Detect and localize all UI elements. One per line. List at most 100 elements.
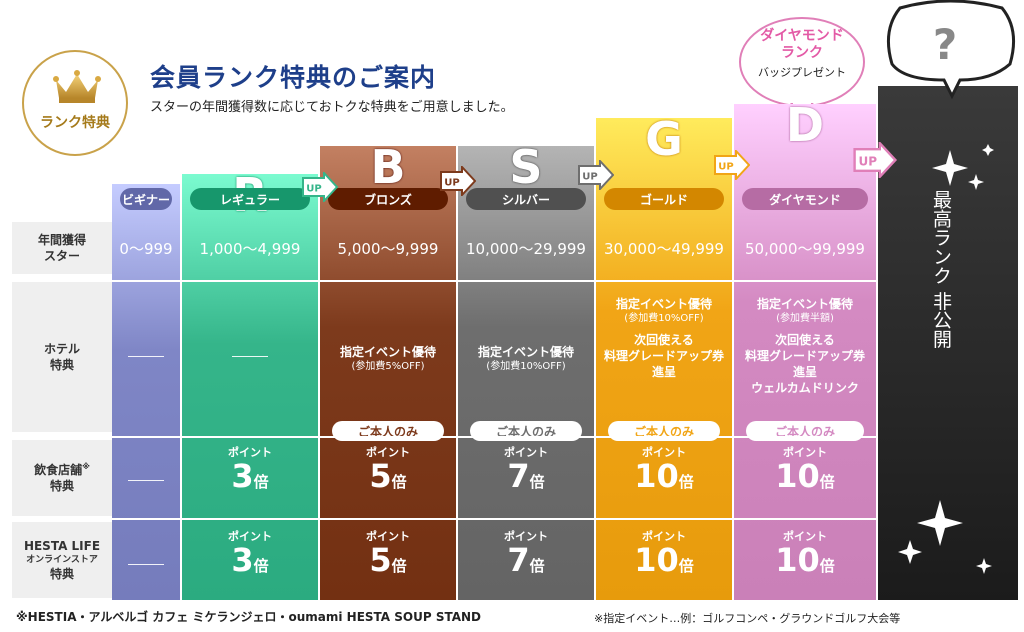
crown-icon <box>53 70 101 103</box>
restaurant-points-bronze: ポイント 5倍 <box>320 444 456 492</box>
only-you-tag-silver: ご本人のみ <box>470 421 582 441</box>
rank-column-regular <box>182 174 318 600</box>
online-none-beginner <box>128 564 164 565</box>
rank-pill-diamond: ダイヤモンド <box>742 188 868 210</box>
points-multiplier: 10 <box>634 541 679 579</box>
up-arrow-icon: UP <box>578 160 614 190</box>
up-label: UP <box>582 172 597 183</box>
online-points-diamond: ポイント 10倍 <box>734 528 876 576</box>
footer-note-restaurants: ※HESTIA・アルベルゴ カフェ ミケランジェロ・oumami HESTA S… <box>16 610 482 624</box>
points-label: ポイント <box>366 446 410 459</box>
question-mark: ? <box>932 20 958 69</box>
row-header-restaurant-line1: 飲食店舗※ <box>34 462 90 478</box>
hotel-benefit-silver: 指定イベント優待 (参加費10%OFF) <box>458 344 594 374</box>
rank-letter-bronze: B <box>370 140 406 194</box>
points-unit: 倍 <box>253 473 269 491</box>
badge-label: ランク特典 <box>40 115 110 131</box>
up-label: UP <box>306 184 321 195</box>
rank-pill-silver: シルバー <box>466 188 586 210</box>
row-header-stars-label: 年間獲得 スター <box>37 232 86 263</box>
row-header-hotel: ホテル 特典 <box>12 282 112 432</box>
online-points-regular: ポイント 3倍 <box>182 528 318 576</box>
hotel-benefit-extra3: 進呈 <box>792 365 817 380</box>
points-label: ポイント <box>642 446 686 459</box>
row-header-stars: 年間獲得 スター <box>12 222 112 274</box>
hotel-benefit-main: 指定イベント優待 <box>477 345 574 359</box>
row-header-online-line3: 特典 <box>49 567 74 582</box>
points-multiplier: 7 <box>507 457 530 495</box>
stars-range-silver: 10,000〜29,999 <box>466 239 586 258</box>
points-multiplier: 10 <box>775 457 820 495</box>
row-header-online-line2: オンラインストア <box>26 554 98 565</box>
points-multiplier: 10 <box>775 541 820 579</box>
points-unit: 倍 <box>819 557 835 575</box>
rank-pill-regular: レギュラー <box>190 188 310 210</box>
points-label: ポイント <box>504 530 548 543</box>
row-header-hotel-label: ホテル 特典 <box>43 341 80 372</box>
page-subtitle: スターの年間獲得数に応じておトクな特典をご用意しました。 <box>150 100 514 115</box>
only-you-tag-diamond: ご本人のみ <box>746 421 864 441</box>
diamond-bubble-text: ダイヤモンド ランク バッジプレゼント <box>734 28 870 79</box>
diamond-bubble-line1: ダイヤモンド <box>760 28 844 44</box>
restaurant-points-silver: ポイント 7倍 <box>458 444 594 492</box>
only-you-tag-gold: ご本人のみ <box>608 421 720 441</box>
row-header-restaurant-mark: ※ <box>82 461 90 471</box>
question-bubble <box>886 0 1016 100</box>
hotel-benefit-extra2: 料理グレードアップ券 <box>603 348 724 363</box>
points-label: ポイント <box>228 446 272 459</box>
row-divider <box>12 518 878 520</box>
points-multiplier: 3 <box>231 457 254 495</box>
points-multiplier: 5 <box>369 541 392 579</box>
stars-range-beginner: 0〜999 <box>119 239 173 258</box>
row-divider <box>12 436 878 438</box>
sparkle-icon <box>898 144 994 574</box>
up-arrow-icon: UP <box>853 142 898 178</box>
points-label: ポイント <box>504 446 548 459</box>
restaurant-points-gold: ポイント 10倍 <box>596 444 732 492</box>
hotel-none-regular <box>232 356 268 357</box>
points-unit: 倍 <box>678 557 694 575</box>
points-unit: 倍 <box>253 557 269 575</box>
restaurant-points-regular: ポイント 3倍 <box>182 444 318 492</box>
up-arrow-icon: UP <box>302 172 338 202</box>
points-multiplier: 5 <box>369 457 392 495</box>
top-rank-text: 最高ランク 非公開 <box>930 190 952 349</box>
hotel-benefit-bronze: 指定イベント優待 (参加費5%OFF) <box>320 344 456 374</box>
hotel-benefit-gold: 指定イベント優待 (参加費10%OFF) 次回使える 料理グレードアップ券 進呈 <box>596 296 732 380</box>
hotel-benefit-extra1: 次回使える <box>634 332 694 347</box>
points-unit: 倍 <box>678 473 694 491</box>
points-unit: 倍 <box>529 473 545 491</box>
points-label: ポイント <box>366 530 410 543</box>
row-header-restaurant-suffix: 特典 <box>49 479 74 493</box>
rank-column-diamond <box>734 104 876 600</box>
footer-note-events: ※指定イベント…例：ゴルフコンペ・グラウンドゴルフ大会等 <box>594 612 901 625</box>
row-header-restaurant-label: 飲食店舗 <box>34 462 83 477</box>
hotel-benefit-main: 指定イベント優待 <box>756 297 853 311</box>
online-points-bronze: ポイント 5倍 <box>320 528 456 576</box>
up-label: UP <box>859 154 878 168</box>
online-points-gold: ポイント 10倍 <box>596 528 732 576</box>
online-points-silver: ポイント 7倍 <box>458 528 594 576</box>
points-label: ポイント <box>783 530 827 543</box>
rank-column-beginner <box>112 184 180 600</box>
points-unit: 倍 <box>391 557 407 575</box>
hotel-benefit-sub: (参加費半額) <box>776 313 834 325</box>
rank-letter-gold: G <box>645 112 683 166</box>
hotel-benefit-extra2: 料理グレードアップ券 <box>744 348 865 363</box>
page-title: 会員ランク特典のご案内 <box>150 63 437 92</box>
points-label: ポイント <box>642 530 686 543</box>
stars-range-bronze: 5,000〜9,999 <box>337 239 439 258</box>
stars-range-gold: 30,000〜49,999 <box>604 239 724 258</box>
points-label: ポイント <box>783 446 827 459</box>
hotel-benefit-sub: (参加費5%OFF) <box>351 361 425 373</box>
hotel-benefit-diamond: 指定イベント優待 (参加費半額) 次回使える 料理グレードアップ券 進呈 ウェルカムドリン… <box>734 296 876 396</box>
points-unit: 倍 <box>529 557 545 575</box>
points-multiplier: 7 <box>507 541 530 579</box>
restaurant-points-diamond: ポイント 10倍 <box>734 444 876 492</box>
stars-range-diamond: 50,000〜99,999 <box>745 239 865 258</box>
hotel-benefit-main: 指定イベント優待 <box>615 297 712 311</box>
row-header-online: HESTA LIFE オンラインストア 特典 <box>12 522 112 598</box>
diamond-bubble-line2: ランク <box>781 44 823 61</box>
points-multiplier: 10 <box>634 457 679 495</box>
rank-column-bronze <box>320 146 456 600</box>
